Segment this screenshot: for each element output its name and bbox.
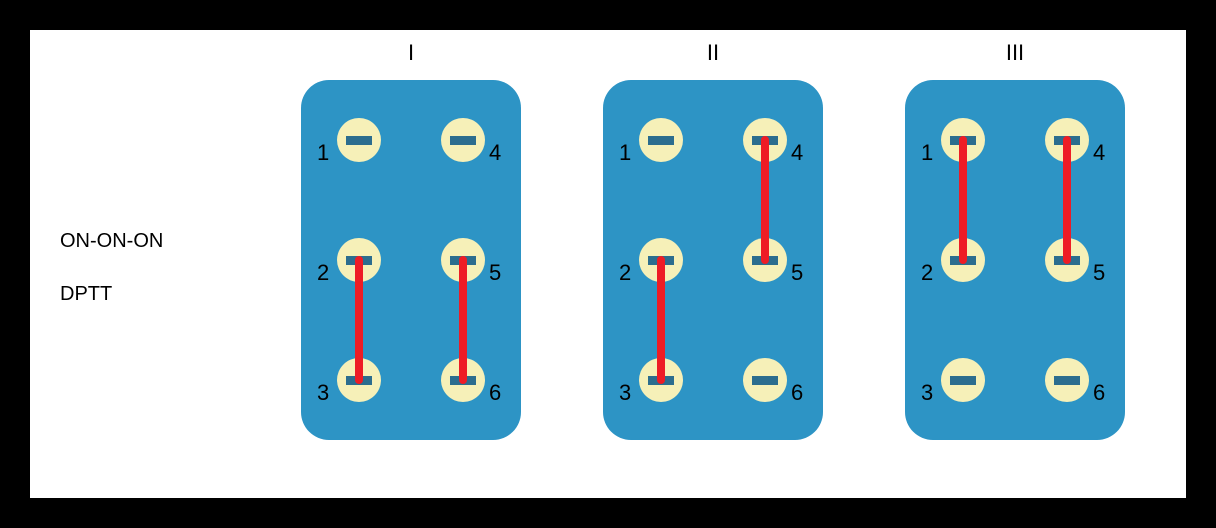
switch-body: 1 2 3 4 5 6 (603, 80, 823, 440)
pin-label-5: 5 (1093, 260, 1105, 286)
pin-label-5: 5 (791, 260, 803, 286)
pin-label-5: 5 (489, 260, 501, 286)
pin-label-1: 1 (317, 140, 329, 166)
pin-slot (1054, 376, 1080, 385)
position-title: I (408, 40, 414, 66)
pin-3 (941, 358, 985, 402)
switch-body: 1 2 3 4 5 6 (905, 80, 1125, 440)
pin-1 (337, 118, 381, 162)
pin-label-4: 4 (791, 140, 803, 166)
pin-label-1: 1 (921, 140, 933, 166)
pin-label-6: 6 (791, 380, 803, 406)
pin-slot (346, 136, 372, 145)
pin-label-1: 1 (619, 140, 631, 166)
pin-slot (752, 376, 778, 385)
pin-slot (450, 136, 476, 145)
connection-4-5 (1063, 136, 1071, 264)
type-label: DPTT (60, 283, 240, 306)
pin-label-6: 6 (489, 380, 501, 406)
pin-label-3: 3 (619, 380, 631, 406)
pin-label-2: 2 (921, 260, 933, 286)
pin-6 (1045, 358, 1089, 402)
connection-1-2 (959, 136, 967, 264)
connection-2-3 (355, 256, 363, 384)
pin-slot (648, 136, 674, 145)
switch-position-2: II 1 2 3 4 5 6 (603, 40, 823, 440)
switch-position-3: III 1 2 3 4 5 6 (905, 40, 1125, 440)
pin-label-6: 6 (1093, 380, 1105, 406)
position-title: III (1006, 40, 1024, 66)
pin-label-3: 3 (921, 380, 933, 406)
connection-2-3 (657, 256, 665, 384)
pin-label-4: 4 (1093, 140, 1105, 166)
pin-label-2: 2 (619, 260, 631, 286)
pin-label-4: 4 (489, 140, 501, 166)
diagram-canvas: ON-ON-ON DPTT I 1 2 3 4 5 6 II 1 2 3 4 5 6 III 1 2 3 4 5 6 (30, 30, 1186, 498)
pin-6 (743, 358, 787, 402)
mode-label: ON-ON-ON (60, 230, 240, 253)
pin-slot (950, 376, 976, 385)
switch-position-1: I 1 2 3 4 5 6 (301, 40, 521, 440)
connection-5-6 (459, 256, 467, 384)
position-title: II (707, 40, 719, 66)
side-label-block: ON-ON-ON DPTT (60, 230, 240, 336)
pin-label-2: 2 (317, 260, 329, 286)
connection-4-5 (761, 136, 769, 264)
switch-body: 1 2 3 4 5 6 (301, 80, 521, 440)
pin-4 (441, 118, 485, 162)
pin-1 (639, 118, 683, 162)
pin-label-3: 3 (317, 380, 329, 406)
switches-row: I 1 2 3 4 5 6 II 1 2 3 4 5 6 III 1 2 3 4 5 6 (260, 40, 1166, 488)
